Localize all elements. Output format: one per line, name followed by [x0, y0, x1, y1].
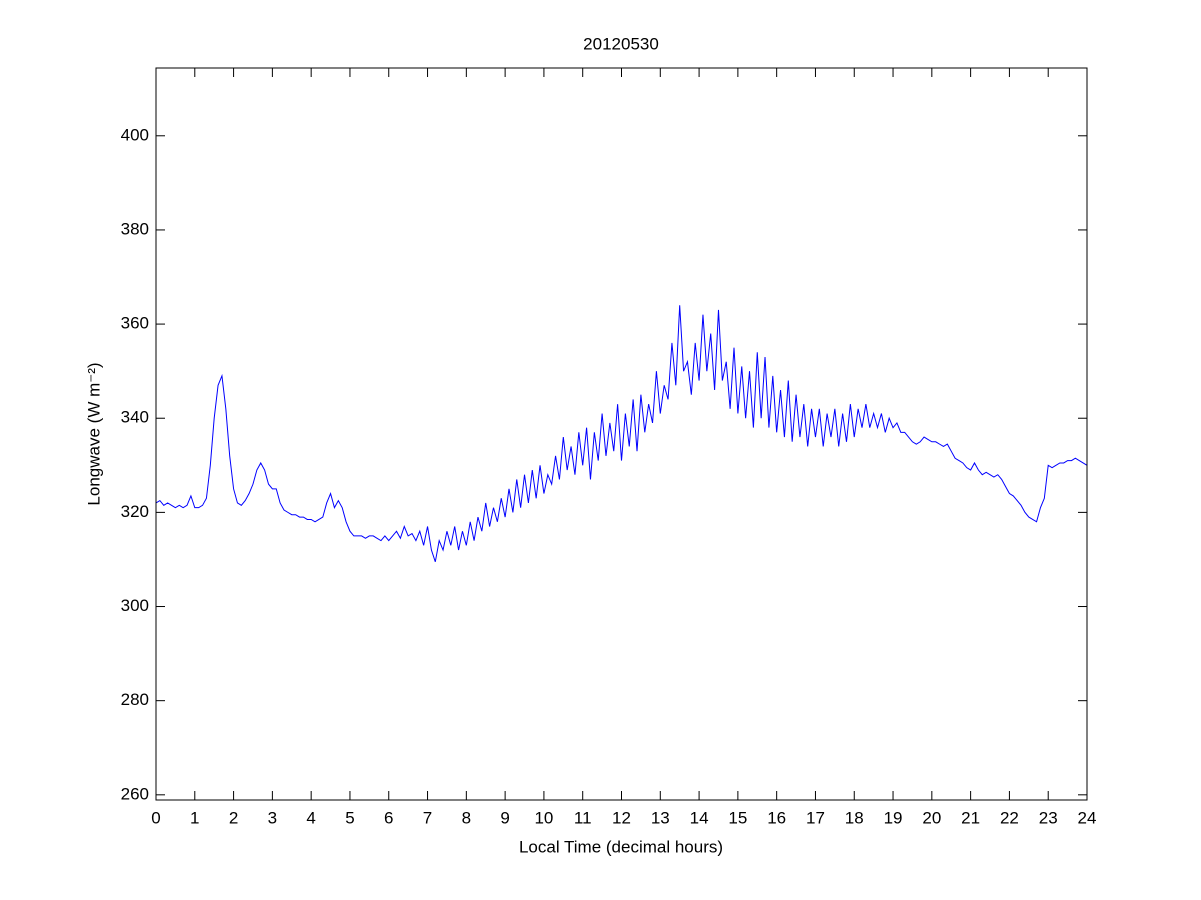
x-tick-label: 15 — [728, 808, 747, 827]
data-line — [155, 305, 1088, 562]
y-tick-label: 380 — [121, 219, 149, 238]
x-tick-label: 11 — [574, 808, 592, 827]
y-axis-label: Longwave (W m⁻²) — [84, 362, 103, 505]
x-tick-label: 13 — [651, 808, 670, 827]
x-tick-label: 0 — [151, 808, 160, 827]
x-tick-label: 23 — [1039, 808, 1058, 827]
y-tick-label: 300 — [121, 596, 149, 615]
x-tick-label: 20 — [922, 808, 941, 827]
x-tick-label: 4 — [306, 808, 315, 827]
x-tick-label: 19 — [884, 808, 903, 827]
x-axis-label: Local Time (decimal hours) — [519, 837, 723, 856]
x-tick-label: 8 — [462, 808, 471, 827]
x-tick-label: 7 — [423, 808, 432, 827]
y-tick-label: 260 — [121, 784, 149, 803]
x-tick-label: 16 — [767, 808, 786, 827]
x-tick-label: 1 — [190, 808, 199, 827]
x-tick-label: 18 — [845, 808, 864, 827]
x-tick-label: 21 — [961, 808, 980, 827]
y-tick-label: 360 — [121, 314, 149, 333]
y-tick-label: 320 — [121, 502, 149, 521]
x-tick-label: 10 — [534, 808, 553, 827]
y-tick-label: 280 — [121, 690, 149, 709]
x-tick-label: 5 — [345, 808, 354, 827]
x-tick-label: 2 — [229, 808, 238, 827]
x-tick-label: 17 — [806, 808, 825, 827]
chart-title: 20120530 — [583, 34, 659, 53]
x-tick-label: 22 — [1000, 808, 1019, 827]
x-tick-label: 6 — [384, 808, 393, 827]
x-tick-label: 9 — [500, 808, 509, 827]
x-tick-label: 24 — [1078, 808, 1097, 827]
x-tick-label: 3 — [268, 808, 277, 827]
y-tick-label: 340 — [121, 408, 149, 427]
x-tick-label: 12 — [612, 808, 631, 827]
x-tick-label: 14 — [690, 808, 709, 827]
y-tick-label: 400 — [121, 125, 149, 144]
